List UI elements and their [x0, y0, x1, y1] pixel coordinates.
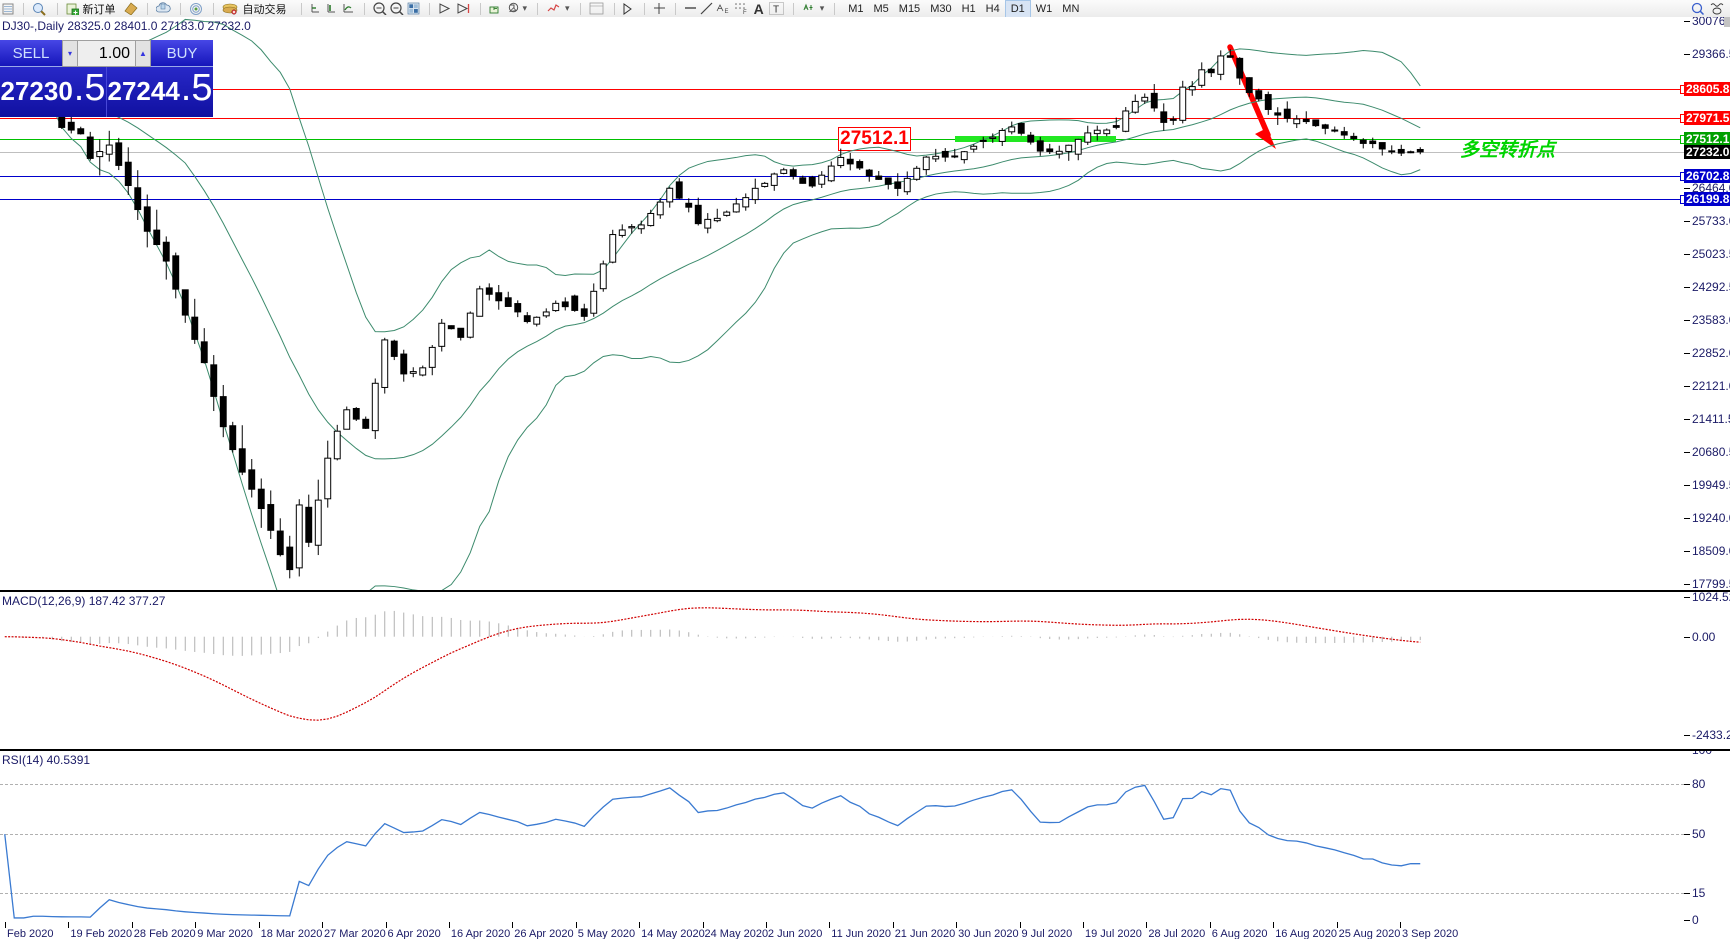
svg-text:F: F	[743, 10, 747, 15]
svg-text:E: E	[725, 9, 729, 15]
svg-text:T: T	[773, 5, 779, 16]
